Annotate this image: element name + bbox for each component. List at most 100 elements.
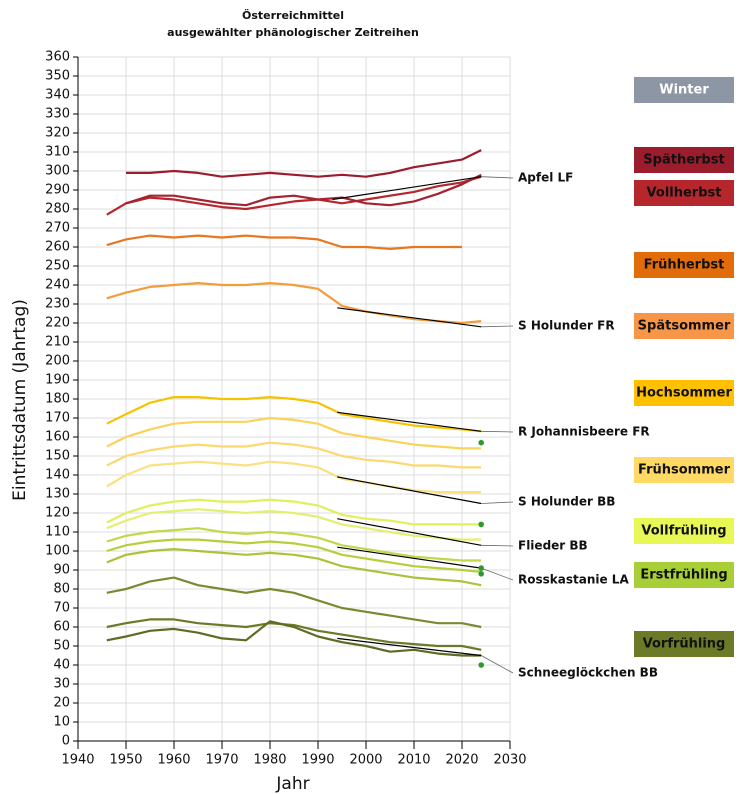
phase-box — [634, 147, 734, 173]
annotation: Apfel LF — [518, 171, 573, 185]
phase-box — [634, 380, 734, 406]
series-line — [106, 498, 482, 526]
x-tick-label: 2030 — [493, 753, 526, 768]
y-axis-title: Eintrittsdatum (Jahrtag) — [10, 299, 30, 501]
y-tick-label: 340 — [45, 88, 70, 103]
trend-line — [337, 546, 482, 569]
annotation: S Holunder BB — [518, 495, 615, 509]
y-tick-label: 120 — [45, 506, 70, 521]
y-tick-label: 320 — [45, 126, 70, 141]
series-line — [106, 620, 482, 657]
y-tick-label: 20 — [53, 696, 70, 711]
y-tick-label: 260 — [45, 240, 70, 255]
series-line — [126, 149, 482, 178]
phase-label: Erstfrühling — [640, 568, 727, 583]
annotation-leader — [481, 567, 514, 581]
phase-label: Frühsommer — [638, 463, 731, 478]
x-tick-label: 1940 — [61, 753, 94, 768]
annotation: S Holunder FR — [518, 319, 615, 333]
y-tick-label: 30 — [53, 677, 70, 692]
phase-label: Vorfrühling — [643, 637, 726, 652]
x-axis-title: Jahr — [275, 774, 309, 794]
y-tick-label: 80 — [53, 582, 70, 597]
series-line — [106, 396, 482, 433]
annotation-leader — [481, 655, 514, 674]
y-tick-label: 40 — [53, 658, 70, 673]
phase-label: Frühherbst — [644, 258, 725, 273]
phase-label: Spätherbst — [643, 153, 724, 168]
phase-box — [634, 180, 734, 206]
y-tick-label: 250 — [45, 259, 70, 274]
x-tick-label: 2010 — [397, 753, 430, 768]
y-tick-label: 350 — [45, 69, 70, 84]
phase-box — [634, 252, 734, 278]
phase-label: Vollherbst — [647, 186, 722, 201]
annotation-leader — [481, 176, 514, 179]
marker — [478, 521, 485, 528]
marker — [478, 662, 485, 668]
annotation-leader — [481, 544, 514, 547]
annotation: Schneeglöckchen BB — [518, 666, 658, 680]
annotation-leader — [481, 325, 514, 328]
y-tick-label: 150 — [45, 449, 70, 464]
series-line — [106, 282, 482, 325]
y-tick-label: 110 — [45, 525, 70, 540]
y-tick-label: 300 — [45, 164, 70, 179]
x-tick-label: 1970 — [205, 753, 238, 768]
trend-line — [337, 307, 482, 328]
series-line — [106, 416, 482, 450]
phase-box — [634, 313, 734, 339]
series-line — [125, 173, 482, 207]
y-tick-label: 50 — [53, 639, 70, 654]
y-tick-label: 310 — [45, 145, 70, 160]
trend-line — [332, 176, 482, 201]
series-line — [106, 576, 482, 629]
y-tick-label: 220 — [45, 316, 70, 331]
series-line — [106, 441, 482, 469]
phase-box — [634, 631, 734, 657]
chart-subtitle: ausgewählter phänologischer Zeitreihen — [167, 26, 419, 39]
phase-box — [634, 562, 734, 588]
y-tick-label: 180 — [45, 392, 70, 407]
annotation-leader — [481, 501, 514, 504]
annotation: R Johannisbeere FR — [518, 425, 650, 439]
y-tick-label: 280 — [45, 202, 70, 217]
trend-line — [337, 411, 482, 432]
series-line — [106, 460, 482, 494]
x-tick-label: 1960 — [157, 753, 190, 768]
marker — [478, 439, 485, 446]
y-tick-label: 360 — [45, 50, 70, 65]
y-tick-label: 130 — [45, 487, 70, 502]
trend-line — [337, 518, 482, 546]
chart-title: Österreichmittel — [242, 8, 344, 22]
y-tick-label: 90 — [53, 563, 70, 578]
series-line — [106, 548, 482, 587]
y-tick-label: 160 — [45, 430, 70, 445]
y-tick-label: 330 — [45, 107, 70, 122]
series-line — [106, 538, 482, 573]
series-line — [106, 527, 482, 562]
y-tick-label: 100 — [45, 544, 70, 559]
series-line — [106, 508, 482, 541]
phase-box — [634, 518, 734, 544]
y-tick-label: 240 — [45, 278, 70, 293]
series-line — [106, 175, 482, 216]
x-tick-label: 2020 — [445, 753, 478, 768]
annotation-leader — [481, 430, 514, 433]
y-tick-label: 290 — [45, 183, 70, 198]
phase-box — [634, 457, 734, 483]
y-tick-label: 230 — [45, 297, 70, 312]
phase-box — [634, 77, 734, 103]
phase-label: Vollfrühling — [641, 524, 726, 539]
x-tick-label: 1980 — [253, 753, 286, 768]
y-tick-label: 0 — [62, 734, 70, 749]
marker — [478, 571, 485, 577]
trend-line — [337, 476, 482, 505]
y-tick-label: 10 — [53, 715, 70, 730]
x-tick-label: 1990 — [301, 753, 334, 768]
y-tick-label: 170 — [45, 411, 70, 426]
x-tick-label: 1950 — [109, 753, 142, 768]
y-tick-label: 140 — [45, 468, 70, 483]
annotation: Rosskastanie LA — [518, 573, 629, 587]
